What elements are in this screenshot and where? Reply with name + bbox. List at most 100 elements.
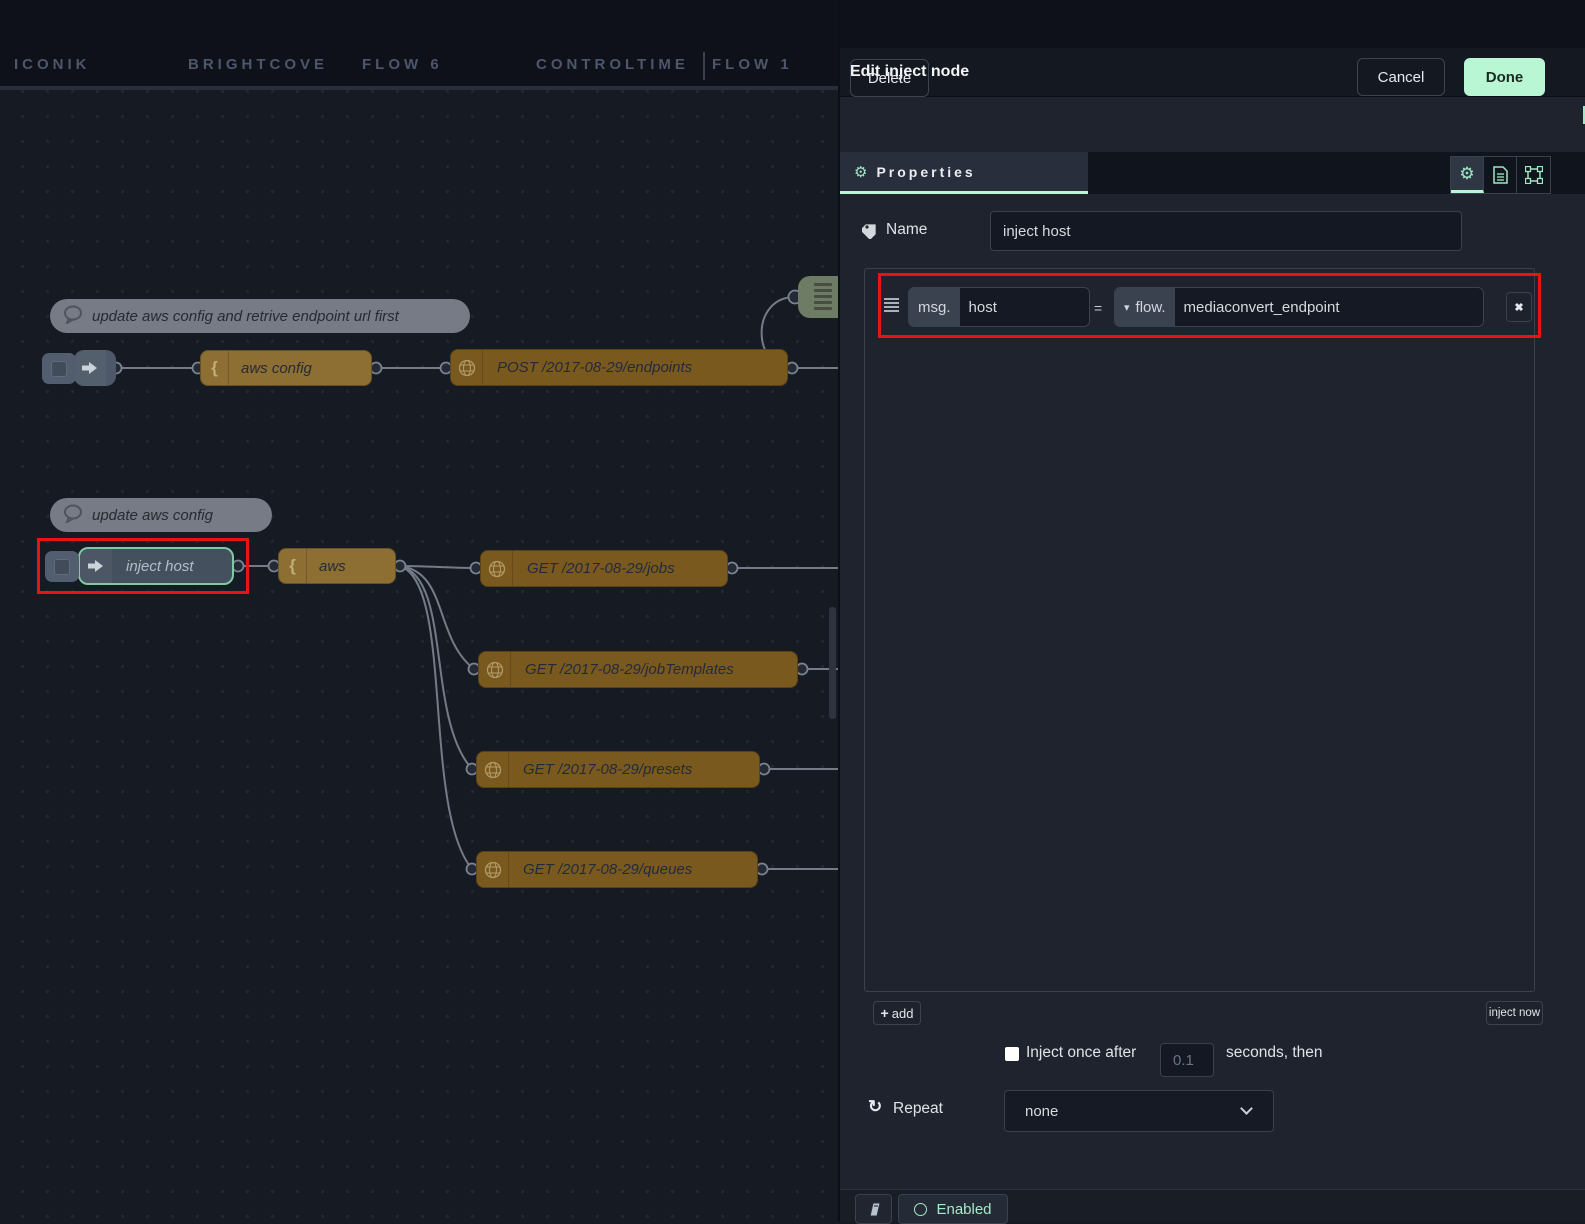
panel-title: Edit inject node — [850, 63, 970, 80]
inject-host-label: inject host — [126, 557, 194, 575]
status-circle-icon — [914, 1202, 928, 1216]
tabbar-divider — [0, 86, 838, 90]
comment-node-update-aws[interactable]: update aws config — [50, 498, 272, 532]
inject-node-1[interactable] — [74, 350, 116, 386]
tab-controltime[interactable]: CONTROLTIME — [536, 56, 689, 73]
comment-label: update aws config and retrive endpoint u… — [92, 307, 399, 325]
repeat-label: Repeat — [893, 1100, 943, 1117]
http-label: POST /2017-08-29/endpoints — [497, 359, 693, 376]
inject-button-1[interactable] — [42, 353, 76, 384]
done-button[interactable]: Done — [1464, 58, 1545, 96]
wires-layer — [109, 289, 838, 876]
repeat-icon: ↻ — [868, 1097, 883, 1116]
debug-node-partial[interactable] — [798, 276, 838, 318]
msg-property-field[interactable]: msg. — [908, 287, 1090, 327]
close-icon: ✖ — [1514, 301, 1524, 314]
panel-top-strip — [840, 0, 1585, 48]
globe-icon — [479, 652, 511, 687]
comment-label: update aws config — [92, 506, 213, 524]
flow-prefix: flow. — [1135, 298, 1166, 316]
flow-value-input[interactable] — [1174, 298, 1465, 316]
flow-tabbar: ICONIK BRIGHTCOVE FLOW 6 CONTROLTIME FLO… — [0, 0, 838, 90]
http-label: GET /2017-08-29/jobTemplates — [525, 661, 734, 678]
annotation-rect-payload-row — [878, 273, 1541, 338]
globe-icon — [477, 852, 509, 887]
gear-icon: ⚙ — [854, 163, 868, 181]
http-label: GET /2017-08-29/presets — [523, 761, 693, 778]
inject-node-inject-host[interactable]: inject host — [78, 547, 234, 585]
http-node-get-queues[interactable]: GET /2017-08-29/queues — [476, 851, 758, 888]
http-label: GET /2017-08-29/jobs — [527, 560, 675, 577]
panel-header: Edit inject node — [840, 48, 1585, 97]
description-view-button[interactable] — [1484, 157, 1517, 193]
speech-bubble-icon — [62, 503, 84, 527]
drag-handle-icon[interactable] — [884, 298, 899, 314]
book-icon — [868, 1202, 881, 1216]
tab-properties[interactable]: ⚙ Properties — [840, 152, 1088, 194]
chevron-down-icon — [1240, 1102, 1253, 1115]
http-label: GET /2017-08-29/queues — [523, 861, 693, 878]
edit-inject-node-panel: Edit inject node Delete Cancel Done ⚙ Pr… — [838, 0, 1585, 1224]
inject-once-label: Inject once after — [1026, 1044, 1137, 1061]
name-input[interactable] — [990, 211, 1462, 251]
add-button[interactable]: + add — [873, 1001, 921, 1025]
cancel-button[interactable]: Cancel — [1357, 58, 1445, 96]
http-node-post-endpoints[interactable]: POST /2017-08-29/endpoints — [450, 349, 788, 386]
canvas-scrollbar[interactable] — [829, 607, 836, 719]
editor-view-switcher: ⚙ — [1450, 156, 1551, 194]
equals-sign: = — [1094, 300, 1103, 316]
caret-down-icon: ▾ — [1124, 301, 1130, 314]
remove-row-button[interactable]: ✖ — [1506, 292, 1532, 322]
http-node-get-jobs[interactable]: GET /2017-08-29/jobs — [480, 550, 728, 587]
appearance-icon — [1524, 166, 1543, 184]
inject-now-button[interactable]: inject now — [1486, 1001, 1543, 1025]
tag-icon — [862, 224, 876, 239]
plus-icon: + — [880, 1005, 889, 1021]
tab-flow6[interactable]: FLOW 6 — [362, 56, 443, 73]
repeat-select[interactable]: none — [1004, 1090, 1274, 1132]
panel-scroll-fragment — [1583, 106, 1585, 124]
function-label: aws config — [241, 359, 312, 377]
inject-host-button[interactable] — [45, 551, 79, 582]
globe-icon — [481, 551, 513, 586]
flow-value-field[interactable]: ▾ flow. — [1114, 287, 1484, 327]
appearance-view-button[interactable] — [1517, 157, 1550, 193]
seconds-input[interactable] — [1160, 1043, 1214, 1077]
delete-button[interactable]: Delete — [850, 59, 929, 97]
msg-property-input[interactable] — [959, 298, 1070, 316]
payload-list-container — [864, 268, 1535, 992]
inject-arrow-icon — [80, 549, 112, 583]
http-node-get-jobtemplates[interactable]: GET /2017-08-29/jobTemplates — [478, 651, 798, 688]
panel-tabstrip: ⚙ Properties ⚙ — [840, 152, 1585, 194]
speech-bubble-icon — [62, 304, 84, 328]
enabled-label: Enabled — [936, 1200, 992, 1218]
function-brace-icon: { — [201, 351, 229, 385]
properties-view-button[interactable]: ⚙ — [1451, 157, 1484, 193]
docs-button[interactable] — [855, 1194, 892, 1224]
enabled-toggle-button[interactable]: Enabled — [898, 1194, 1008, 1224]
function-brace-icon: { — [279, 549, 307, 583]
annotation-rect-inject-node — [37, 538, 249, 594]
properties-tab-label: Properties — [876, 163, 976, 180]
tab-flow1[interactable]: FLOW 1 — [712, 56, 793, 73]
repeat-selected-value: none — [1025, 1102, 1059, 1120]
function-node-aws[interactable]: { aws — [278, 548, 396, 584]
tab-iconik[interactable]: ICONIK — [14, 56, 91, 73]
tab-separator — [703, 52, 705, 80]
function-node-aws-config[interactable]: { aws config — [200, 350, 372, 386]
comment-node-update-aws-endpoint[interactable]: update aws config and retrive endpoint u… — [50, 299, 470, 333]
document-icon — [1492, 166, 1508, 184]
function-label: aws — [319, 557, 346, 575]
msg-prefix[interactable]: msg. — [909, 288, 960, 326]
tab-brightcove[interactable]: BRIGHTCOVE — [188, 56, 329, 73]
seconds-suffix-label: seconds, then — [1226, 1044, 1323, 1061]
type-select[interactable]: ▾ flow. — [1115, 288, 1175, 326]
name-label: Name — [886, 221, 928, 238]
gear-icon: ⚙ — [1459, 163, 1475, 183]
http-node-get-presets[interactable]: GET /2017-08-29/presets — [476, 751, 760, 788]
globe-icon — [451, 350, 483, 385]
inject-arrow-icon — [74, 350, 106, 386]
flow-canvas[interactable]: ICONIK BRIGHTCOVE FLOW 6 CONTROLTIME FLO… — [0, 0, 838, 1221]
globe-icon — [477, 752, 509, 787]
inject-once-checkbox[interactable] — [1005, 1047, 1019, 1061]
